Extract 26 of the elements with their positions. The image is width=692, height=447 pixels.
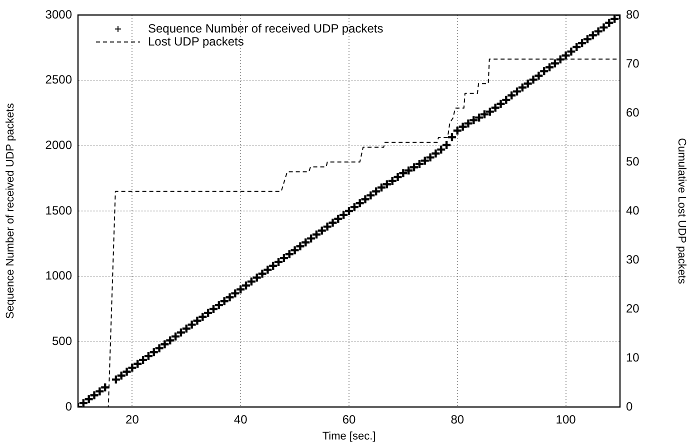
y-tick-label: 500 — [52, 334, 72, 348]
x-tick-label: 40 — [234, 412, 248, 427]
x-tick-label: 100 — [556, 412, 576, 427]
y-tick-label: 1500 — [45, 203, 72, 218]
x-axis-title: Time [sec.] — [322, 430, 376, 442]
y2-tick-label: 50 — [626, 154, 640, 168]
y-tick-label: 2500 — [45, 72, 72, 87]
y2-tick-label: 70 — [626, 56, 640, 70]
y2-tick-label: 20 — [626, 301, 640, 316]
x-tick-label: 60 — [342, 412, 356, 427]
y-tick-label: 2000 — [45, 138, 72, 152]
y2-tick-label: 30 — [626, 252, 640, 266]
y-tick-label: 1000 — [45, 268, 72, 283]
y2-tick-label: 60 — [626, 105, 640, 120]
x-tick-label: 80 — [450, 412, 464, 427]
y2-axis-title: Cumulative Lost UDP packets — [675, 138, 688, 284]
legend-label: Lost UDP packets — [148, 34, 244, 48]
y2-tick-label: 0 — [626, 399, 633, 414]
y2-tick-label: 80 — [626, 7, 640, 22]
y-tick-label: 3000 — [45, 7, 72, 22]
legend-label: Sequence Number of received UDP packets — [148, 21, 384, 36]
y-axis-title: Sequence Number of received UDP packets — [4, 102, 17, 319]
y-tick-label: 0 — [65, 399, 72, 414]
y2-tick-label: 40 — [626, 203, 640, 218]
y2-tick-label: 10 — [626, 350, 640, 364]
x-tick-label: 20 — [126, 412, 140, 427]
